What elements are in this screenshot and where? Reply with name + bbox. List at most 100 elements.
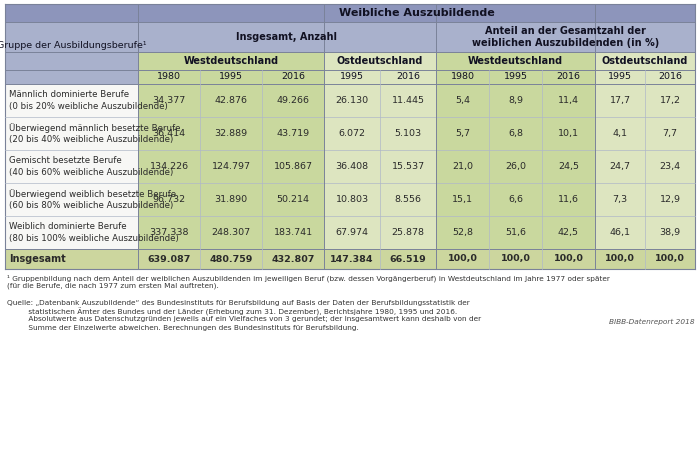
Text: 31.890: 31.890 (214, 195, 248, 204)
Text: 52,8: 52,8 (452, 228, 473, 237)
Text: 67.974: 67.974 (335, 228, 368, 237)
Bar (595, 117, 695, 150)
Text: 100,0: 100,0 (500, 254, 531, 264)
Text: Quelle: „Datenbank Auszubildende“ des Bundesinstituts für Berufsbildung auf Basi: Quelle: „Datenbank Auszubildende“ des Bu… (7, 299, 470, 306)
Text: 1980: 1980 (451, 73, 475, 81)
Text: 5.103: 5.103 (394, 129, 421, 138)
Text: 36.408: 36.408 (335, 162, 369, 171)
Text: 5,4: 5,4 (455, 96, 470, 105)
Text: Summe der Einzelwerte abweichen. Berechnungen des Bundesinstituts für Berufsbild: Summe der Einzelwerte abweichen. Berechn… (7, 325, 359, 331)
Text: 11,4: 11,4 (558, 96, 579, 105)
Bar (138, 70, 324, 84)
Text: Überwiegend männlich besetzte Berufe
(20 bis 40% weibliche Auszubildende): Überwiegend männlich besetzte Berufe (20… (9, 123, 181, 144)
Text: (für die Berufe, die nach 1977 zum ersten Mal auftreten).: (für die Berufe, die nach 1977 zum erste… (7, 283, 219, 289)
Text: 6,8: 6,8 (508, 129, 523, 138)
Text: 1980: 1980 (157, 73, 181, 81)
Text: 1995: 1995 (608, 73, 632, 81)
Text: 11,6: 11,6 (558, 195, 579, 204)
Bar (5, 22, 138, 70)
Bar (138, 249, 324, 269)
Text: Weiblich dominierte Berufe
(80 bis 100% weibliche Auszubildende): Weiblich dominierte Berufe (80 bis 100% … (9, 222, 178, 243)
Bar (5, 84, 138, 117)
Text: 248.307: 248.307 (211, 228, 251, 237)
Bar (138, 84, 324, 117)
Text: 183.741: 183.741 (274, 228, 313, 237)
Text: 105.867: 105.867 (274, 162, 312, 171)
Text: Insgesamt, Anzahl: Insgesamt, Anzahl (237, 32, 337, 42)
Text: 11.445: 11.445 (391, 96, 424, 105)
Text: 24,5: 24,5 (558, 162, 579, 171)
Bar (436, 183, 595, 216)
Text: 480.759: 480.759 (209, 254, 253, 264)
Text: Westdeutschland: Westdeutschland (468, 56, 563, 66)
Bar (5, 249, 138, 269)
Text: 124.797: 124.797 (211, 162, 251, 171)
Bar (138, 52, 324, 70)
Text: Ostdeutschland: Ostdeutschland (337, 56, 424, 66)
Text: 5,7: 5,7 (455, 129, 470, 138)
Text: 32.889: 32.889 (214, 129, 248, 138)
Bar (138, 150, 324, 183)
Bar (595, 183, 695, 216)
Bar (595, 70, 695, 84)
Text: 10,1: 10,1 (558, 129, 579, 138)
Text: 1995: 1995 (219, 73, 243, 81)
Bar (595, 150, 695, 183)
Bar (324, 70, 436, 84)
Text: Weibliche Auszubildende: Weibliche Auszubildende (339, 8, 494, 18)
Text: 49.266: 49.266 (276, 96, 309, 105)
Bar (5, 183, 138, 216)
Text: 432.807: 432.807 (272, 254, 315, 264)
Text: Ostdeutschland: Ostdeutschland (602, 56, 688, 66)
Text: Männlich dominierte Berufe
(0 bis 20% weibliche Auszubildende): Männlich dominierte Berufe (0 bis 20% we… (9, 91, 168, 111)
Text: 17,2: 17,2 (659, 96, 680, 105)
Text: 42,5: 42,5 (558, 228, 579, 237)
Text: Gruppe der Ausbildungsberufe¹: Gruppe der Ausbildungsberufe¹ (0, 41, 146, 51)
Text: 36.414: 36.414 (153, 129, 186, 138)
Bar (5, 216, 138, 249)
Text: Überwiegend weiblich besetzte Berufe
(60 bis 80% weibliche Auszubildende): Überwiegend weiblich besetzte Berufe (60… (9, 189, 176, 210)
Text: BIBB-Datenreport 2018: BIBB-Datenreport 2018 (610, 319, 695, 325)
Text: 34.377: 34.377 (153, 96, 186, 105)
Bar (324, 216, 436, 249)
Text: 2016: 2016 (281, 73, 305, 81)
Text: 46,1: 46,1 (610, 228, 631, 237)
Bar (436, 84, 595, 117)
Text: 639.087: 639.087 (147, 254, 190, 264)
Text: 1995: 1995 (503, 73, 528, 81)
Bar (436, 70, 595, 84)
Text: 100,0: 100,0 (447, 254, 477, 264)
Text: 6,6: 6,6 (508, 195, 523, 204)
Text: 100,0: 100,0 (605, 254, 635, 264)
Text: Insgesamt: Insgesamt (9, 254, 66, 264)
Text: 21,0: 21,0 (452, 162, 473, 171)
Bar (324, 249, 436, 269)
Bar (436, 117, 595, 150)
Text: 43.719: 43.719 (276, 129, 309, 138)
Bar (324, 52, 436, 70)
Text: 42.876: 42.876 (214, 96, 248, 105)
Bar (436, 216, 595, 249)
Text: 6.072: 6.072 (339, 129, 365, 138)
Text: 2016: 2016 (658, 73, 682, 81)
Bar (436, 52, 595, 70)
Text: Gemischt besetzte Berufe
(40 bis 60% weibliche Auszubildende): Gemischt besetzte Berufe (40 bis 60% wei… (9, 156, 174, 177)
Bar (595, 52, 695, 70)
Text: 12,9: 12,9 (659, 195, 680, 204)
Text: 2016: 2016 (396, 73, 420, 81)
Text: 23,4: 23,4 (659, 162, 680, 171)
Bar (324, 117, 436, 150)
Bar (5, 70, 138, 84)
Bar (595, 84, 695, 117)
Text: 147.384: 147.384 (330, 254, 374, 264)
Text: Absolutwerte aus Datenschutzgründen jeweils auf ein Vielfaches von 3 gerundet; d: Absolutwerte aus Datenschutzgründen jewe… (7, 317, 481, 323)
Bar (5, 4, 695, 22)
Text: 38,9: 38,9 (659, 228, 680, 237)
Bar (138, 183, 324, 216)
Bar (324, 150, 436, 183)
Text: 26,0: 26,0 (505, 162, 526, 171)
Bar (595, 216, 695, 249)
Text: 337.338: 337.338 (149, 228, 189, 237)
Text: 8,9: 8,9 (508, 96, 523, 105)
Text: 15,1: 15,1 (452, 195, 473, 204)
